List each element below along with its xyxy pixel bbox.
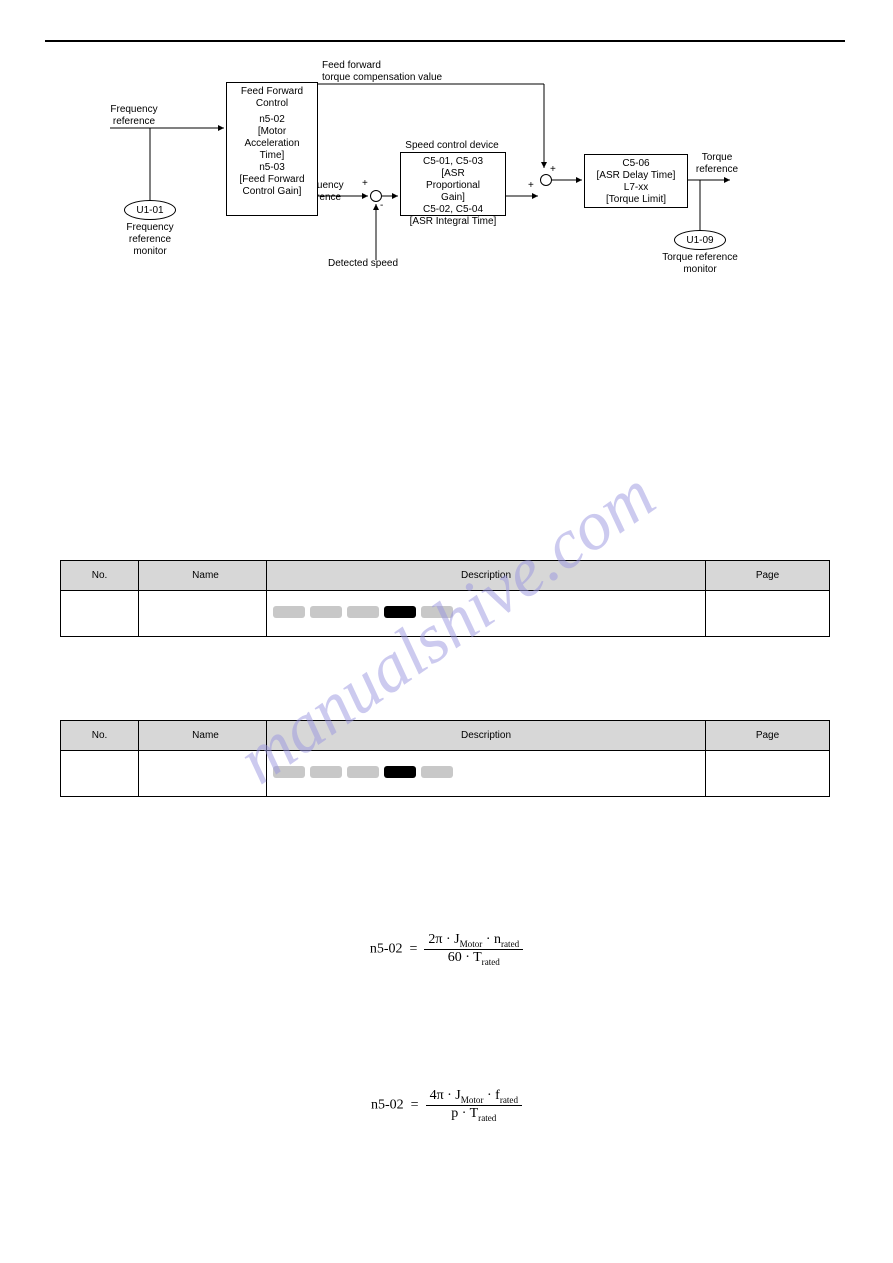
table1-header-row: No. Name Description Page	[61, 561, 830, 591]
formula-1: n5-02 = 2π · JMotor · nrated 60 · Trated	[0, 932, 893, 967]
top-rule	[45, 40, 845, 42]
formula2-frac: 4π · JMotor · frated p · Trated	[426, 1088, 522, 1123]
pill-4	[384, 606, 416, 618]
u1-09-label: Torque reference monitor	[652, 252, 748, 276]
pill2-5	[421, 766, 453, 778]
formula2-den: p · Trated	[426, 1106, 522, 1123]
table2-row	[61, 751, 830, 797]
formula1-lhs: n5-02	[370, 942, 403, 957]
table2-header-row: No. Name Description Page	[61, 721, 830, 751]
pill2-2	[310, 766, 342, 778]
th-page: Page	[706, 561, 830, 591]
td-desc	[267, 591, 706, 637]
formula1-num: 2π · JMotor · nrated	[424, 932, 523, 950]
param-table-1: No. Name Description Page	[60, 560, 830, 637]
u1-09-oval: U1-09	[674, 230, 726, 250]
pill-2	[310, 606, 342, 618]
td-page	[706, 591, 830, 637]
u1-01-oval: U1-01	[124, 200, 176, 220]
delay-box: C5-06 [ASR Delay Time] L7-xx [Torque Lim…	[584, 154, 688, 208]
freq-ref-label: Frequency reference	[100, 104, 168, 128]
u1-01-label: Frequency reference monitor	[114, 222, 186, 258]
table1-row	[61, 591, 830, 637]
mode-pills-2	[273, 766, 699, 778]
torque-ref-label: Torque reference	[690, 152, 744, 176]
formula1-den: 60 · Trated	[424, 950, 523, 967]
th2-name: Name	[139, 721, 267, 751]
pill2-4	[384, 766, 416, 778]
th2-no: No.	[61, 721, 139, 751]
speed-control-box: C5-01, C5-03 [ASR Proportional Gain] C5-…	[400, 152, 506, 216]
td2-page	[706, 751, 830, 797]
plus-sign-2: +	[528, 180, 534, 192]
td2-desc	[267, 751, 706, 797]
pill2-1	[273, 766, 305, 778]
th-desc: Description	[267, 561, 706, 591]
th-name: Name	[139, 561, 267, 591]
summing-junction-1	[370, 190, 382, 202]
td-no	[61, 591, 139, 637]
feed-forward-box: Feed Forward Control n5-02 [Motor Accele…	[226, 82, 318, 216]
param-table-2: No. Name Description Page	[60, 720, 830, 797]
td-name	[139, 591, 267, 637]
pill-1	[273, 606, 305, 618]
formula-2: n5-02 = 4π · JMotor · frated p · Trated	[0, 1088, 893, 1123]
plus-sign-1: +	[362, 178, 368, 190]
summing-junction-2	[540, 174, 552, 186]
pill2-3	[347, 766, 379, 778]
feedforward-diagram: Feed forward torque compensation value F…	[90, 60, 810, 300]
th2-page: Page	[706, 721, 830, 751]
pill-3	[347, 606, 379, 618]
td2-name	[139, 751, 267, 797]
speed-ctrl-title: Speed control device	[396, 140, 508, 152]
formula2-lhs: n5-02	[371, 1098, 404, 1113]
th-no: No.	[61, 561, 139, 591]
ff-torque-comp-label: Feed forward torque compensation value	[322, 60, 442, 84]
detected-speed-label: Detected speed	[328, 258, 398, 270]
formula2-num: 4π · JMotor · frated	[426, 1088, 522, 1106]
td2-no	[61, 751, 139, 797]
formula1-frac: 2π · JMotor · nrated 60 · Trated	[424, 932, 523, 967]
page: manualshive.com	[0, 0, 893, 1263]
pill-5	[421, 606, 453, 618]
mode-pills	[273, 606, 699, 618]
th2-desc: Description	[267, 721, 706, 751]
plus-sign-3: +	[550, 164, 556, 176]
minus-sign: -	[380, 200, 383, 212]
